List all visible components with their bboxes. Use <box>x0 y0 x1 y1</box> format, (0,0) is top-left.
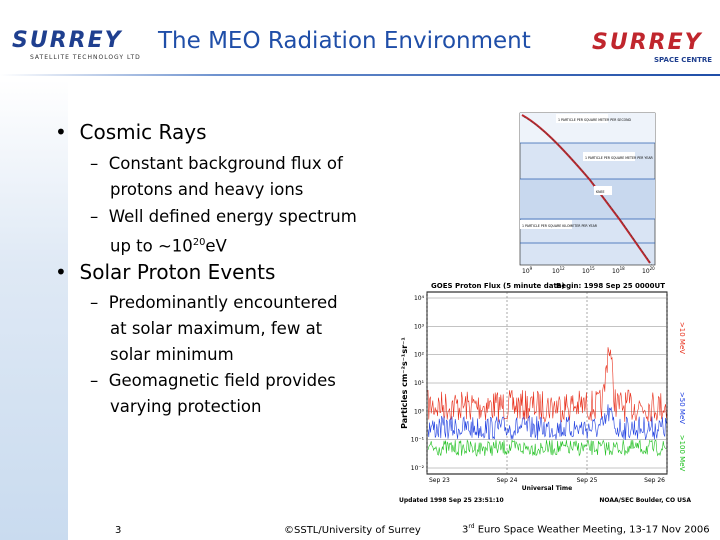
sub-line: Geomagnetic field provides <box>108 371 336 390</box>
updated-note: Updated 1998 Sep 25 23:51:10 <box>399 497 504 504</box>
box-label: KNEE <box>596 190 605 194</box>
flux-trace <box>427 347 667 423</box>
y-tick-label: 10⁰ <box>414 408 425 415</box>
tick-base: 10 <box>582 268 590 275</box>
bullet: • Cosmic Rays <box>55 120 207 144</box>
y-tick-label: 10⁴ <box>414 295 425 302</box>
sub-text: up to ~10 <box>110 236 193 256</box>
sub-bullet: – Geomagnetic field provides varying pro… <box>90 368 336 420</box>
logo-right-sub: SPACE CENTRE <box>654 56 713 64</box>
x-axis-label: Universal Time <box>522 485 572 492</box>
x-tick-label: 109 <box>522 266 533 275</box>
x-tick-label: 1012 <box>552 266 565 275</box>
sub-line: Predominantly encountered <box>108 293 338 312</box>
x-tick-label: 1015 <box>582 266 595 275</box>
label-box <box>520 220 572 229</box>
y-tick-label: 10⁻² <box>411 465 425 472</box>
x-tick-label: 1020 <box>642 266 655 275</box>
y-tick-label: 10⁻¹ <box>411 437 425 444</box>
sub-bullet: – Predominantly encountered at solar max… <box>90 290 338 368</box>
spectrum-figure: 1 PARTICLE PER SQUARE METER PER SECOND 1 … <box>500 105 665 277</box>
page-number: 3 <box>115 525 122 536</box>
x-tick-label: 1018 <box>612 266 625 275</box>
logo-right: SURREY <box>592 30 703 55</box>
tick-exp: 18 <box>620 266 626 271</box>
y-tick-label: 10² <box>414 352 425 359</box>
box-label: 1 PARTICLE PER SQUARE KILOMETER PER YEAR <box>522 224 598 228</box>
footer-copyright: ©SSTL/University of Surrey <box>284 525 421 536</box>
tick-exp: 12 <box>560 266 566 271</box>
sub-line: up to ~1020eV <box>90 230 357 260</box>
flux-trace <box>427 439 667 457</box>
sub-text: eV <box>205 236 227 256</box>
label-box <box>583 152 635 161</box>
sub-line: varying protection <box>110 397 262 416</box>
sub-line: Well defined energy spectrum <box>108 207 357 226</box>
x-tick-label: Sep 25 <box>577 477 598 484</box>
sub-line: at solar maximum, few at <box>110 319 323 338</box>
channel-label: >10 MeV <box>678 322 686 354</box>
side-strip <box>0 80 68 540</box>
tick-base: 10 <box>642 268 650 275</box>
flux-trace <box>427 404 667 440</box>
superscript: rd <box>468 523 475 530</box>
footer-meeting: 3rd Euro Space Weather Meeting, 13-17 No… <box>462 523 710 535</box>
sub-bullet: – Well defined energy spectrum up to ~10… <box>90 204 357 260</box>
y-tick-label: 10³ <box>414 323 425 330</box>
figure-title: GOES Proton Flux (5 minute data) <box>431 282 565 290</box>
slide-title: The MEO Radiation Environment <box>158 28 531 54</box>
superscript: 20 <box>192 237 206 248</box>
tick-base: 10 <box>522 268 530 275</box>
channel-label: >50 MeV <box>678 392 686 424</box>
tick-exp: 20 <box>650 266 656 271</box>
channel-label: >100 MeV <box>678 435 686 472</box>
x-tick-label: Sep 26 <box>644 477 665 484</box>
y-axis-label: Particles cm⁻²s⁻¹sr⁻¹ <box>400 337 409 429</box>
bullet: • Solar Proton Events <box>55 260 276 284</box>
tick-base: 10 <box>552 268 560 275</box>
x-tick-label: Sep 24 <box>497 477 518 484</box>
label-box <box>594 186 612 195</box>
bullet-text: Cosmic Rays <box>79 120 207 144</box>
label-box <box>556 114 608 123</box>
x-tick-label: Sep 23 <box>429 477 450 484</box>
goes-figure: GOES Proton Flux (5 minute data)Begin: 1… <box>395 278 695 506</box>
y-tick-label: 10¹ <box>414 380 425 387</box>
bullet-text: Solar Proton Events <box>79 260 276 284</box>
source-note: NOAA/SEC Boulder, CO USA <box>599 497 691 504</box>
logo-left: SURREY <box>12 28 123 53</box>
tick-base: 10 <box>612 268 620 275</box>
logo-left-sub: SATELLITE TECHNOLOGY LTD <box>30 54 141 61</box>
sub-line: solar minimum <box>110 345 234 364</box>
tick-exp: 15 <box>590 266 596 271</box>
figure-begin: Begin: 1998 Sep 25 0000UT <box>556 282 665 290</box>
sub-line: protons and heavy ions <box>110 180 304 199</box>
box-label: 1 PARTICLE PER SQUARE METER PER YEAR <box>585 156 654 160</box>
footer-text: Euro Space Weather Meeting, 13-17 Nov 20… <box>474 524 710 536</box>
header-rule <box>0 74 720 76</box>
tick-exp: 9 <box>530 266 533 271</box>
footer-text: 3 <box>462 524 469 536</box>
box-label: 1 PARTICLE PER SQUARE METER PER SECOND <box>558 118 632 122</box>
sub-bullet: – Constant background flux of protons an… <box>90 151 343 203</box>
sub-line: Constant background flux of <box>108 154 343 173</box>
